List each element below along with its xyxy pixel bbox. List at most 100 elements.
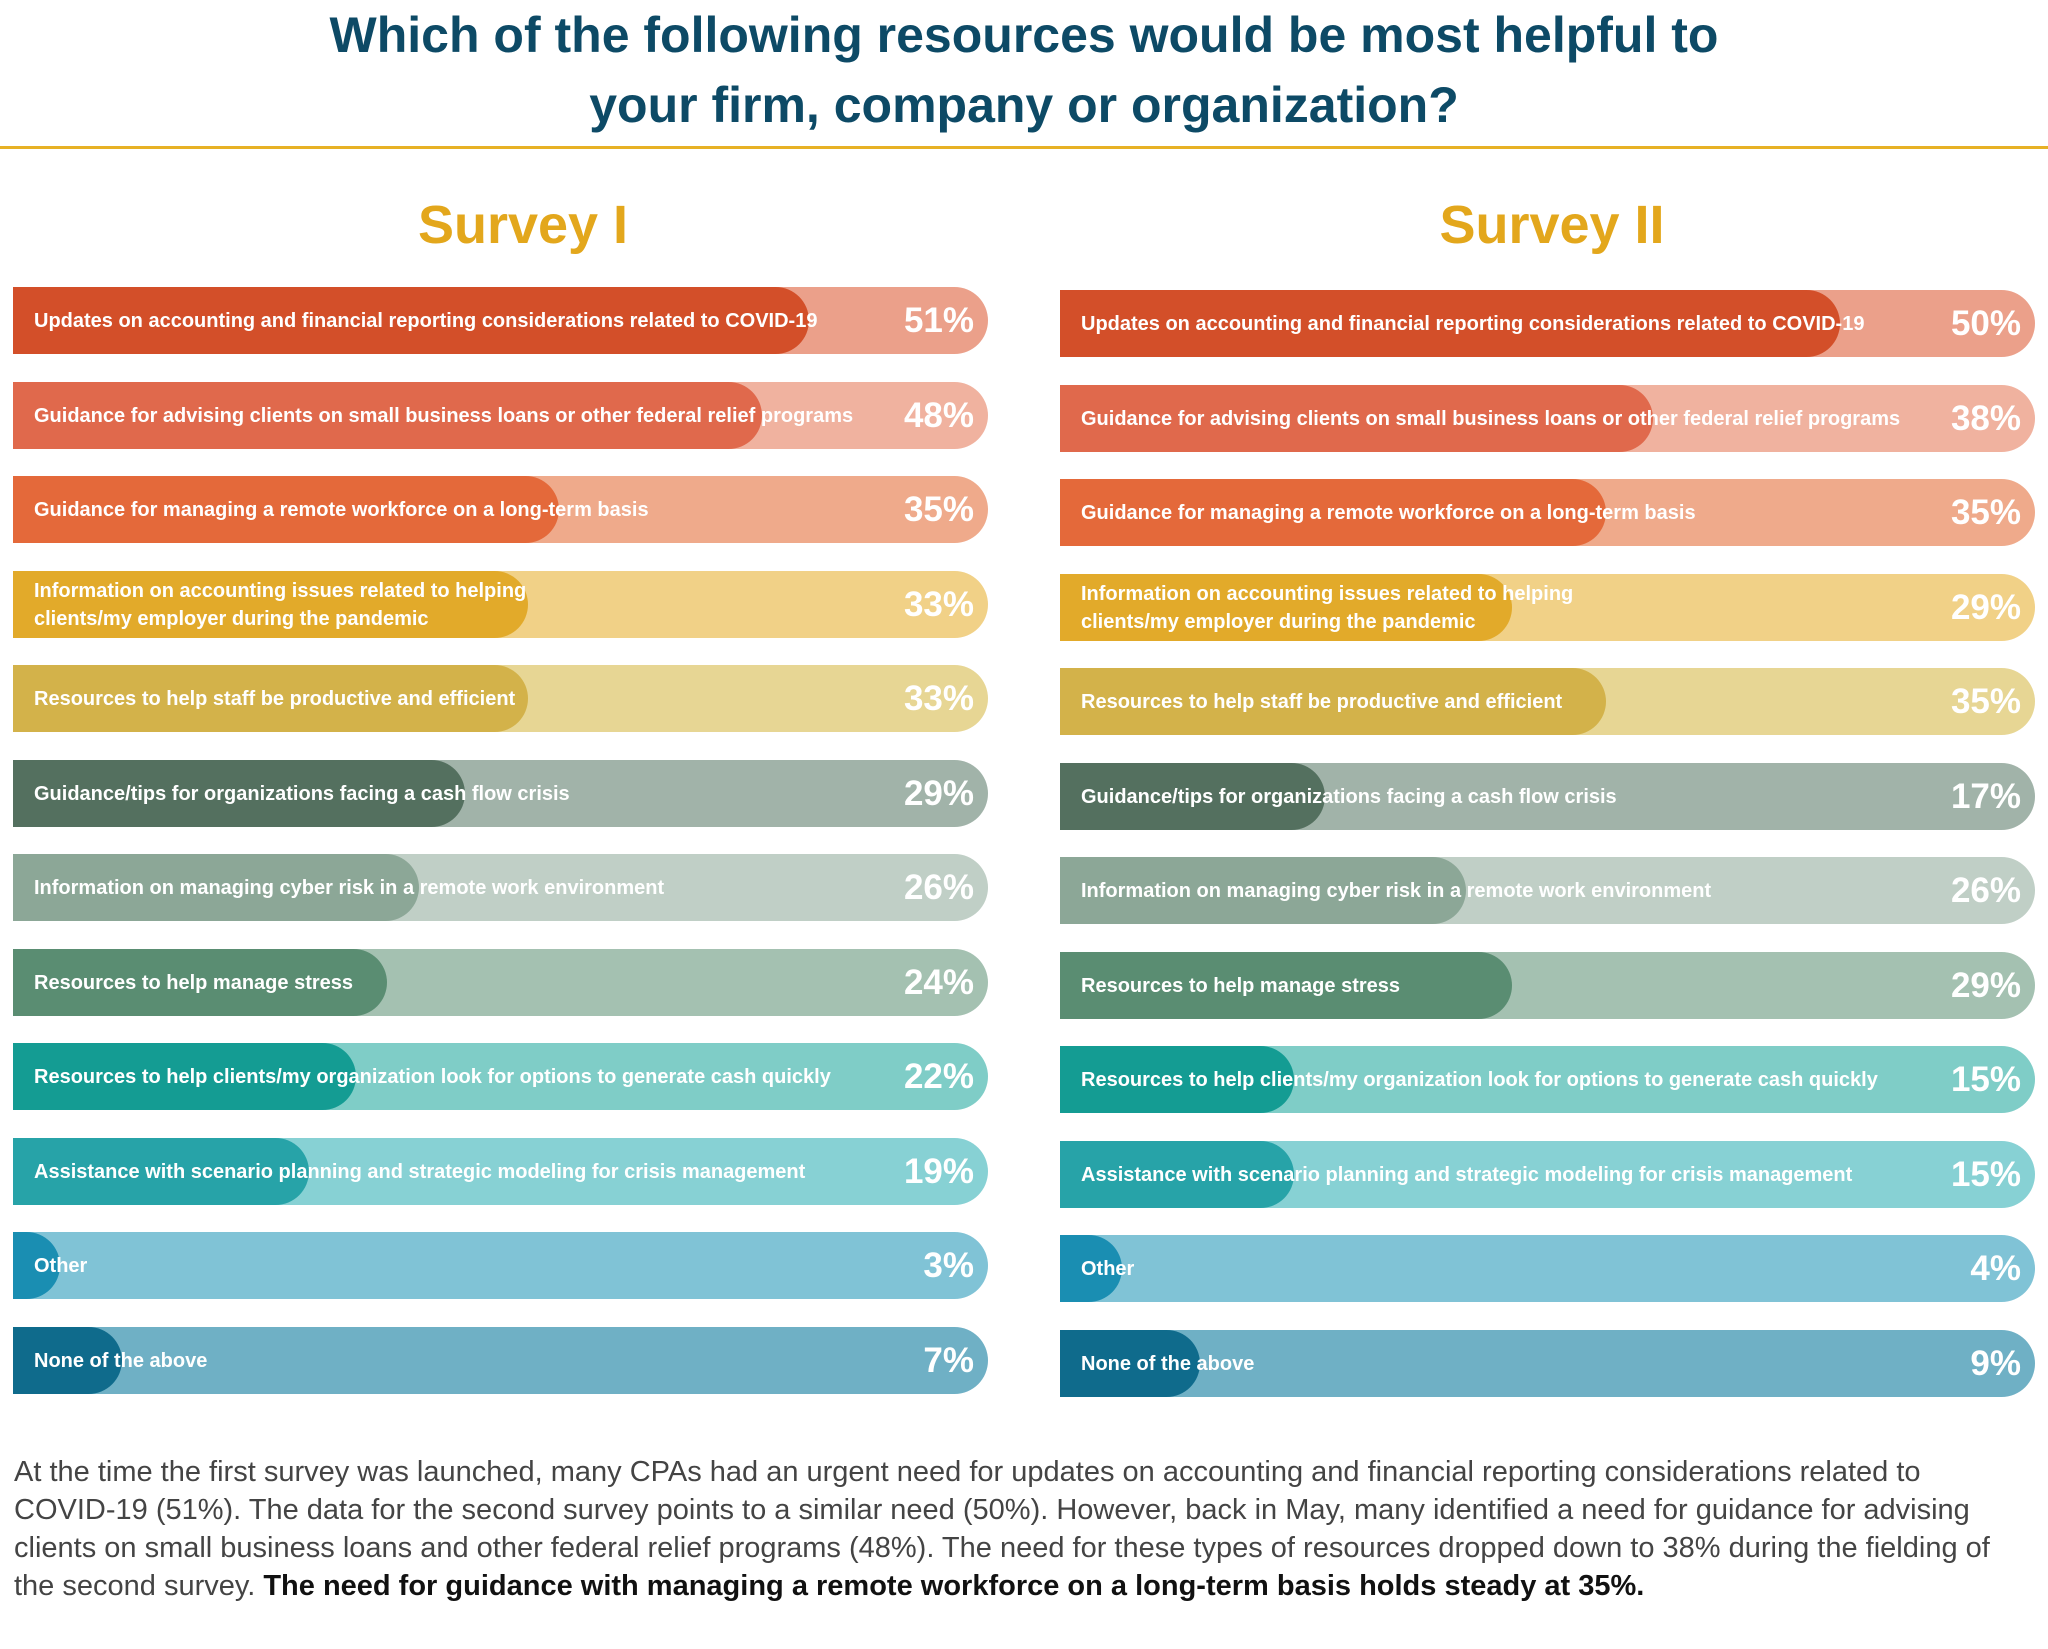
bar: [1060, 763, 1325, 830]
bar-value-label: 35%: [1950, 681, 2021, 721]
bar-category-label: Updates on accounting and financial repo…: [34, 309, 818, 332]
bar-row: Other 4%: [1060, 1235, 2035, 1302]
bar-value-label: 29%: [903, 773, 974, 813]
bar-value-label: 50%: [1950, 303, 2021, 343]
bar-row: Guidance/tips for organizations facing a…: [13, 760, 988, 827]
bar: [13, 382, 762, 449]
bar-row: Guidance for managing a remote workforce…: [1060, 479, 2035, 546]
bar-row: Guidance for managing a remote workforce…: [13, 476, 988, 543]
bar-category-label: Resources to help staff be productive an…: [34, 687, 516, 710]
bar-track: [13, 1232, 988, 1299]
bar-value-label: 15%: [1950, 1059, 2021, 1099]
bar-value-label: 33%: [903, 584, 974, 624]
bar: [13, 760, 465, 827]
bar-value-label: 19%: [903, 1151, 974, 1191]
bar-row: Information on managing cyber risk in a …: [1060, 857, 2035, 924]
bar: [1060, 857, 1466, 924]
bar: [13, 1043, 356, 1110]
bar-row: None of the above 7%: [13, 1327, 988, 1394]
bar-value-label: 51%: [903, 300, 974, 340]
bar-category-label: Assistance with scenario planning and st…: [1081, 1163, 1853, 1186]
bar-value-label: 35%: [1950, 492, 2021, 532]
bar-category-label: Guidance for managing a remote workforce…: [34, 498, 649, 521]
bar-row: Resources to help clients/my organizatio…: [1060, 1046, 2035, 1113]
bar-value-label: 35%: [903, 489, 974, 529]
bar-row: Information on managing cyber risk in a …: [13, 854, 988, 921]
bar-value-label: 3%: [923, 1245, 974, 1285]
bar: [1060, 385, 1653, 452]
bar: [13, 949, 387, 1016]
chart-title: Which of the following resources would b…: [0, 0, 2048, 140]
bar-category-label: Resources to help clients/my organizatio…: [1081, 1068, 1878, 1091]
bar-value-label: 29%: [1950, 587, 2021, 627]
chart-title-line-2: your firm, company or organization?: [589, 77, 1459, 133]
bar-category-label: Information on managing cyber risk in a …: [34, 876, 665, 899]
bar-row: Updates on accounting and financial repo…: [1060, 290, 2035, 357]
bar-row: Resources to help manage stress 24%: [13, 949, 988, 1016]
bar: [1060, 1141, 1294, 1208]
bar-row: Information on accounting issues related…: [1060, 574, 2035, 641]
bar: [13, 571, 528, 638]
bar-category-label: Information on managing cyber risk in a …: [1081, 879, 1712, 902]
bar: [13, 1138, 309, 1205]
bar-row: Guidance for advising clients on small b…: [1060, 385, 2035, 452]
bar-value-label: 38%: [1950, 398, 2021, 438]
bar: [1060, 479, 1606, 546]
survey-1-title: Survey I: [417, 195, 629, 255]
bar: [1060, 1046, 1294, 1113]
bar-value-label: 26%: [1950, 870, 2021, 910]
bar-value-label: 48%: [903, 395, 974, 435]
bar-category-label: Other: [34, 1254, 88, 1277]
bar: [13, 1327, 122, 1394]
bar-value-label: 15%: [1950, 1154, 2021, 1194]
bar-category-label: Resources to help staff be productive an…: [1081, 690, 1563, 713]
bar-value-label: 17%: [1950, 776, 2021, 816]
bar-row: Assistance with scenario planning and st…: [1060, 1141, 2035, 1208]
bar-row: None of the above 9%: [1060, 1330, 2035, 1397]
bar-row: Resources to help manage stress 29%: [1060, 952, 2035, 1019]
bar-value-label: 9%: [1970, 1343, 2021, 1383]
chart-title-line-1: Which of the following resources would b…: [329, 7, 1719, 63]
bar-row: Guidance for advising clients on small b…: [13, 382, 988, 449]
bar: [13, 287, 809, 354]
bar-category-label: Assistance with scenario planning and st…: [34, 1160, 806, 1183]
bar-category-label: Information on accounting issues related…: [34, 579, 527, 630]
bar-category-label: Resources to help manage stress: [1081, 974, 1401, 997]
bar: [1060, 574, 1512, 641]
bar-category-label: Guidance for advising clients on small b…: [1081, 407, 1901, 430]
bar-value-label: 7%: [923, 1340, 974, 1380]
bar-value-label: 33%: [903, 678, 974, 718]
bar-category-label: Guidance for advising clients on small b…: [34, 404, 854, 427]
bar-category-label: None of the above: [1081, 1352, 1255, 1375]
bar: [13, 665, 528, 732]
title-divider: [0, 146, 2048, 149]
bar-category-label: Resources to help manage stress: [34, 971, 354, 994]
bar-row: Updates on accounting and financial repo…: [13, 287, 988, 354]
bar-category-label: Updates on accounting and financial repo…: [1081, 312, 1865, 335]
bar-category-label: Guidance for managing a remote workforce…: [1081, 501, 1696, 524]
bar-row: Information on accounting issues related…: [13, 571, 988, 638]
survey-2-title: Survey II: [1439, 195, 1665, 255]
bar-category-label: Resources to help clients/my organizatio…: [34, 1065, 831, 1088]
bar-value-label: 26%: [903, 867, 974, 907]
bar-category-label: None of the above: [34, 1349, 208, 1372]
bar-value-label: 24%: [903, 962, 974, 1002]
footer-bold-text: The need for guidance with managing a re…: [263, 1570, 1645, 1602]
bar: [1060, 952, 1512, 1019]
bar: [1060, 290, 1840, 357]
bar-category-label: Guidance/tips for organizations facing a…: [34, 782, 570, 805]
bar-category-label: Information on accounting issues related…: [1081, 582, 1574, 633]
bar-category-label: Other: [1081, 1257, 1135, 1280]
bar-track: [1060, 1330, 2035, 1397]
bar-row: Resources to help staff be productive an…: [13, 665, 988, 732]
bar-row: Assistance with scenario planning and st…: [13, 1138, 988, 1205]
bar: [1060, 1235, 1122, 1302]
bar-category-label: Guidance/tips for organizations facing a…: [1081, 785, 1617, 808]
bar: [1060, 668, 1606, 735]
bar-value-label: 29%: [1950, 965, 2021, 1005]
bar-track: [1060, 1235, 2035, 1302]
bar-row: Guidance/tips for organizations facing a…: [1060, 763, 2035, 830]
bar-track: [13, 1327, 988, 1394]
bar-row: Resources to help staff be productive an…: [1060, 668, 2035, 735]
bar-row: Resources to help clients/my organizatio…: [13, 1043, 988, 1110]
